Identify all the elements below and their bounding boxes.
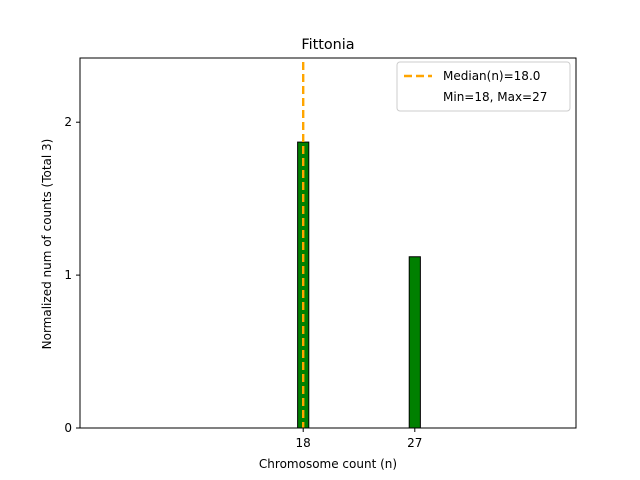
- bar-27: [408, 256, 421, 429]
- x-axis-label: Chromosome count (n): [259, 457, 397, 471]
- y-tick-label-1: 1: [64, 268, 72, 282]
- legend-range-label: Min=18, Max=27: [443, 90, 547, 104]
- y-tick-label-0: 0: [64, 421, 72, 435]
- legend-frame: [396, 61, 571, 112]
- x-tick-label-27: 27: [407, 436, 422, 450]
- legend-median-label: Median(n)=18.0: [443, 69, 540, 83]
- y-tick-label-2: 2: [64, 115, 72, 129]
- y-axis-label: Normalized num of counts (Total 3): [40, 139, 54, 350]
- chart-title: Fittonia: [301, 37, 354, 53]
- legend: Median(n)=18.0 Min=18, Max=27: [396, 61, 571, 112]
- axes-frame: [79, 57, 577, 429]
- x-tick-label-18: 18: [296, 436, 311, 450]
